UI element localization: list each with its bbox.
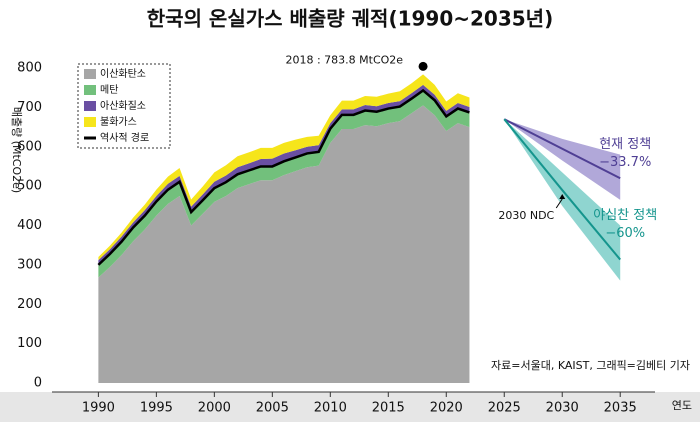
ndc-pointer (555, 198, 563, 209)
legend-label: 메탄 (100, 84, 118, 96)
legend-label: 아산화질소 (100, 100, 146, 112)
x-tick-label: 2010 (314, 401, 347, 416)
x-tick-label: 2025 (488, 401, 521, 416)
y-tick-label: 600 (17, 139, 42, 154)
ndc-marker (559, 194, 566, 199)
y-tick-label: 300 (17, 257, 42, 272)
projection-line (503, 118, 621, 180)
legend-label: 불화가스 (100, 116, 137, 128)
ndc-label: 2030 NDC (498, 209, 554, 222)
x-tick-label: 2030 (546, 401, 579, 416)
projection-line (503, 118, 621, 261)
projection-change: −33.7% (599, 155, 651, 170)
x-tick-label: 2005 (256, 401, 289, 416)
x-axis-label: 연도 (672, 399, 692, 412)
peak-dot (418, 61, 428, 71)
x-tick-label: 2000 (198, 401, 231, 416)
projection-band (504, 119, 621, 281)
axis-band (0, 392, 700, 422)
legend-swatch (84, 117, 96, 127)
legend-swatch (84, 85, 96, 95)
peak-label: 2018 : 783.8 MtCO2e (285, 53, 403, 66)
y-axis-label: 배출량 (MtCO2e) (10, 107, 23, 193)
projection-name: 야심찬 정책 (593, 208, 657, 223)
x-tick-label: 2035 (604, 401, 637, 416)
y-tick-label: 700 (17, 100, 42, 115)
x-tick-label: 1990 (82, 401, 115, 416)
stack-area (98, 90, 470, 278)
projection-band (504, 119, 621, 200)
projection-name: 현재 정책 (599, 137, 651, 152)
y-tick-label: 400 (17, 218, 42, 233)
chart-title: 한국의 온실가스 배출량 궤적(1990~2035년) (147, 7, 553, 31)
stack-area (98, 105, 470, 383)
y-tick-label: 800 (17, 61, 42, 76)
y-tick-label: 200 (17, 297, 42, 312)
source: 자료=서울대, KAIST, 그래픽=김베티 기자 (491, 359, 690, 372)
legend-swatch (84, 69, 96, 79)
y-tick-label: 100 (17, 336, 42, 351)
history-line (97, 88, 470, 266)
x-tick-label: 1995 (140, 401, 173, 416)
legend-label: 역사적 경로 (100, 131, 149, 144)
projection-change: −60% (605, 226, 645, 241)
legend-label: 이산화탄소 (100, 68, 146, 80)
legend-swatch (84, 101, 96, 111)
y-tick-label: 500 (17, 179, 42, 194)
x-tick-label: 2020 (430, 401, 463, 416)
x-tick-label: 2015 (372, 401, 405, 416)
y-tick-label: 0 (34, 376, 42, 391)
